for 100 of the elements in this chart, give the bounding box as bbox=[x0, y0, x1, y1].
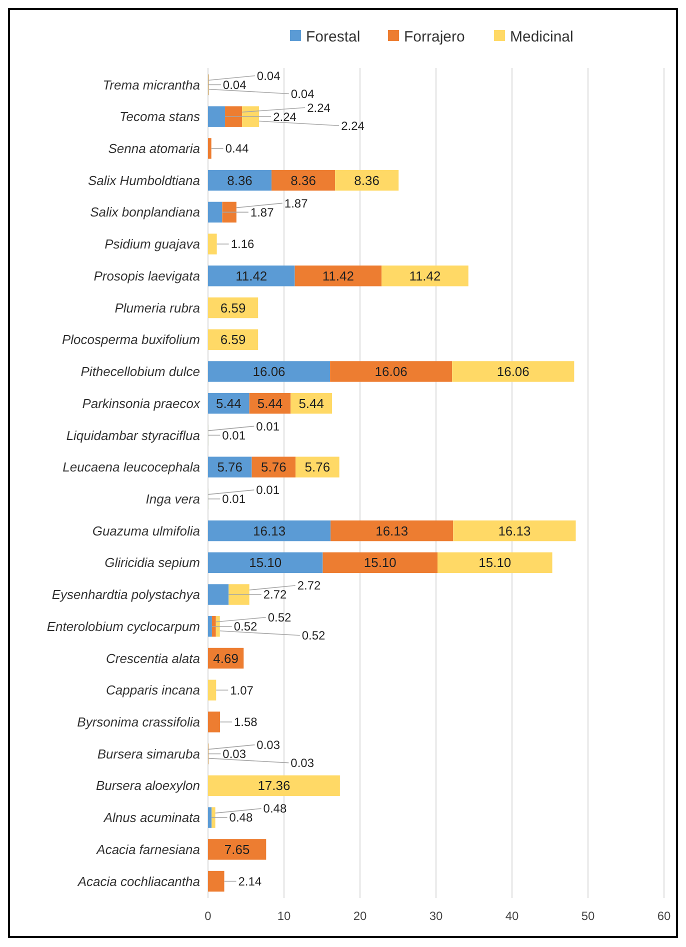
data-label: 8.36 bbox=[227, 172, 252, 188]
y-tick-label: Plumeria rubra bbox=[114, 300, 200, 316]
data-label: 8.36 bbox=[290, 172, 316, 188]
data-label: 16.13 bbox=[498, 523, 531, 538]
data-label: 0.01 bbox=[256, 483, 280, 498]
data-label: 0.03 bbox=[222, 747, 246, 762]
data-label: 16.06 bbox=[252, 364, 286, 380]
data-label: 1.87 bbox=[284, 196, 308, 210]
data-label: 2.24 bbox=[273, 110, 297, 124]
legend-label: Forestal bbox=[306, 28, 360, 46]
bar bbox=[212, 616, 216, 637]
bar bbox=[294, 266, 382, 286]
data-label: 1.58 bbox=[234, 715, 258, 730]
data-label: 0.04 bbox=[222, 78, 247, 92]
y-tick-label: Pithecellobium dulce bbox=[80, 364, 200, 380]
data-label: 2.24 bbox=[307, 100, 331, 115]
data-label: 2.24 bbox=[341, 118, 365, 133]
bar bbox=[208, 870, 224, 892]
bar bbox=[208, 616, 212, 637]
data-label: 5.44 bbox=[216, 396, 242, 411]
data-label: 5.44 bbox=[298, 396, 324, 411]
bar bbox=[296, 456, 340, 478]
x-tick-label: 50 bbox=[581, 909, 595, 923]
data-label: 5.76 bbox=[217, 460, 243, 475]
bar bbox=[252, 456, 296, 478]
y-tick-label: Liquidambar styraciflua bbox=[66, 428, 200, 443]
bar bbox=[382, 266, 468, 286]
y-tick-label: Acacia cochliacantha bbox=[76, 874, 200, 889]
data-label: 6.59 bbox=[220, 300, 246, 316]
bar bbox=[272, 170, 336, 191]
y-tick-label: Acacia farnesiana bbox=[96, 842, 200, 857]
bar bbox=[330, 520, 454, 542]
bar bbox=[208, 680, 216, 700]
data-label: 4.69 bbox=[213, 650, 238, 666]
y-tick-label: Senna atomaria bbox=[108, 141, 200, 156]
bar bbox=[208, 106, 226, 127]
bar bbox=[208, 584, 229, 605]
data-label: 16.13 bbox=[253, 523, 286, 538]
data-label: 1.87 bbox=[250, 205, 274, 220]
bar bbox=[208, 266, 295, 286]
bar bbox=[208, 520, 331, 542]
bar bbox=[222, 202, 236, 223]
data-label: 0.52 bbox=[302, 628, 326, 643]
data-label: 11.42 bbox=[236, 268, 268, 284]
y-tick-label: Alnus acuminata bbox=[102, 810, 200, 826]
legend-label: Forrajero bbox=[404, 28, 465, 46]
bar bbox=[452, 361, 574, 382]
data-label: 0.01 bbox=[256, 419, 280, 434]
bar bbox=[453, 520, 576, 542]
y-tick-label: Bursera simaruba bbox=[97, 746, 200, 762]
data-label: 0.48 bbox=[229, 810, 253, 825]
bar bbox=[208, 361, 330, 382]
data-label: 15.10 bbox=[478, 555, 512, 570]
data-label: 0.03 bbox=[256, 738, 280, 752]
data-label: 11.42 bbox=[322, 268, 354, 284]
y-tick-label: Bursera aloexylon bbox=[96, 778, 200, 794]
legend-label: Medicinal bbox=[510, 28, 574, 46]
x-tick-label: 0 bbox=[204, 909, 212, 923]
data-label: 0.52 bbox=[234, 620, 258, 634]
data-label: 6.59 bbox=[220, 332, 246, 348]
bar bbox=[208, 170, 272, 191]
x-tick-label: 60 bbox=[657, 909, 671, 923]
y-tick-label: Trema micrantha bbox=[102, 77, 200, 92]
data-label: 5.76 bbox=[261, 460, 286, 475]
bar bbox=[225, 106, 242, 127]
bar bbox=[335, 170, 399, 191]
data-label: 1.16 bbox=[230, 237, 254, 252]
data-label: 0.04 bbox=[290, 86, 315, 101]
data-label: 2.72 bbox=[297, 578, 322, 593]
y-tick-label: Tecoma stans bbox=[120, 109, 200, 124]
data-label: 16.06 bbox=[374, 364, 408, 380]
data-label: 5.44 bbox=[257, 396, 283, 411]
y-tick-label: Prosopis laevigata bbox=[94, 268, 200, 284]
data-label: 16.13 bbox=[376, 523, 408, 538]
y-tick-label: Eysenhardtia polystachya bbox=[52, 587, 200, 602]
data-label: 0.44 bbox=[225, 142, 250, 156]
data-label: 0.03 bbox=[290, 756, 314, 770]
bar bbox=[216, 616, 220, 637]
y-tick-label: Leucaena leucocephala bbox=[62, 460, 200, 475]
bar bbox=[242, 106, 260, 127]
bar bbox=[208, 552, 323, 574]
data-label: 8.36 bbox=[354, 172, 380, 188]
y-tick-label: Plocosperma buxifolium bbox=[62, 332, 200, 348]
y-tick-label: Crescentia alata bbox=[106, 650, 200, 666]
bar bbox=[208, 456, 252, 478]
data-label: 0.04 bbox=[256, 68, 281, 83]
bar bbox=[212, 807, 216, 828]
bar bbox=[208, 807, 212, 828]
bar bbox=[330, 361, 452, 382]
bar bbox=[438, 552, 552, 574]
y-tick-label: Psidium guajava bbox=[104, 236, 200, 252]
data-label: 15.10 bbox=[249, 555, 282, 570]
y-tick-label: Byrsonima crassifolia bbox=[77, 714, 200, 730]
x-tick-label: 30 bbox=[429, 909, 443, 923]
data-label: 1.07 bbox=[230, 683, 254, 698]
data-label: 0.48 bbox=[263, 802, 287, 816]
data-label: 11.42 bbox=[409, 268, 441, 284]
data-label: 2.72 bbox=[263, 588, 288, 602]
data-label: 7.65 bbox=[224, 842, 250, 857]
y-tick-label: Gliricidia sepium bbox=[104, 555, 200, 570]
